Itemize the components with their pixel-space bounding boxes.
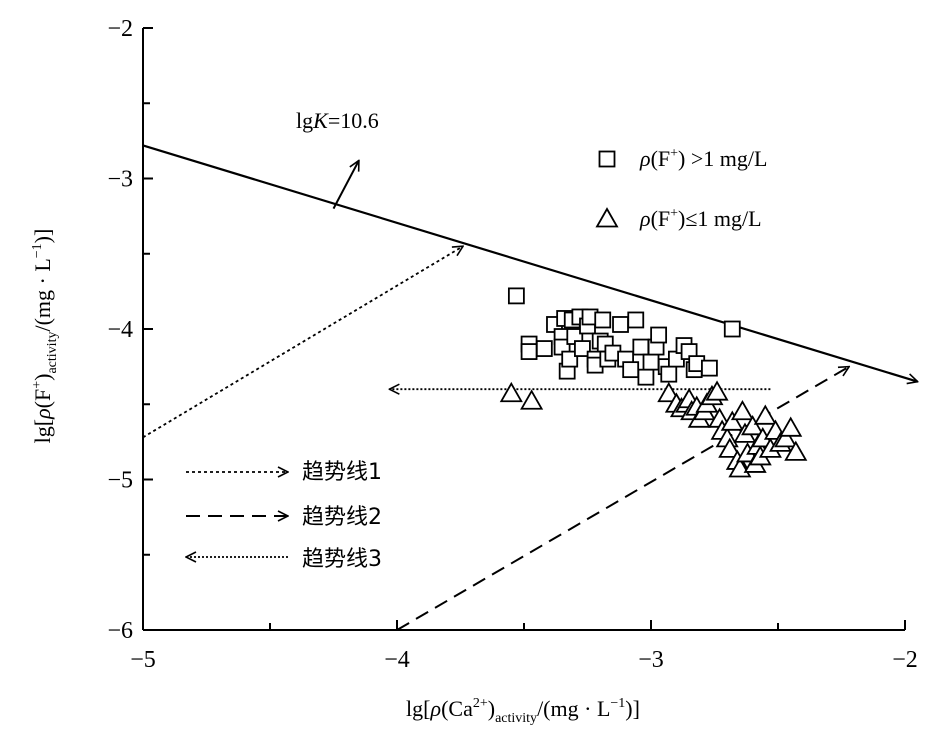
lgk-solubility-line: [142, 144, 918, 381]
y-tick-label: −4: [107, 317, 133, 343]
trend-line-1: [142, 246, 463, 439]
y-axis-label: lg[ρ(F+)activity/(mg · L−1)]: [30, 229, 60, 444]
lines-layer: [142, 144, 918, 631]
x-tick-label: −3: [638, 647, 664, 673]
data-point-triangle: [520, 389, 544, 410]
x-tick-label: −5: [130, 647, 156, 673]
data-point-square: [650, 326, 668, 344]
legend: [186, 150, 619, 558]
x-tick-label: −2: [892, 647, 918, 673]
legend-label-above: ρ(F+) >1 mg/L: [639, 146, 767, 171]
data-point-triangle: [741, 415, 765, 436]
trend-legend-label-3: 趋势线3: [302, 547, 382, 572]
y-tick-label: −2: [107, 16, 133, 42]
data-point-square: [574, 340, 591, 357]
y-tick-label: −5: [107, 468, 133, 494]
legend-triangle-marker: [595, 207, 619, 228]
x-axis-label: lg[ρ(Ca2+)activity/(mg · L−1)]: [406, 696, 640, 726]
data-point-square: [594, 311, 612, 329]
data-point-triangle: [705, 380, 729, 401]
trend-legend-label-2: 趋势线2: [302, 505, 382, 530]
legend-square-marker: [598, 150, 616, 168]
data-point-triangle: [774, 427, 798, 448]
data-point-triangle: [730, 399, 754, 421]
lgk-normal-arrow: [332, 160, 360, 210]
axes: −5 −4 −3 −2 −2 −3 −4 −5 −6: [107, 16, 917, 673]
data-point-triangle: [657, 381, 681, 403]
points-layer: [499, 287, 808, 478]
data-point-square: [637, 368, 655, 386]
data-point-square: [627, 311, 645, 329]
data-point-square: [622, 361, 640, 379]
data-point-square: [520, 343, 538, 360]
data-point-square: [612, 316, 629, 333]
data-point-triangle: [720, 410, 744, 431]
data-point-triangle: [784, 440, 808, 461]
y-tick-label: −6: [107, 618, 133, 644]
trend-legend-label-1: 趋势线1: [302, 460, 382, 485]
data-point-square: [642, 353, 660, 371]
data-point-square: [632, 338, 650, 356]
x-tick-label: −4: [384, 647, 410, 673]
data-point-square: [660, 365, 678, 383]
data-point-square: [561, 350, 579, 368]
y-tick-label: −3: [107, 167, 133, 193]
data-point-square: [723, 320, 741, 338]
trend-line-2: [396, 367, 849, 631]
data-point-triangle: [753, 404, 777, 425]
data-point-triangle: [779, 416, 803, 437]
legend-label-below: ρ(F+)≤1 mg/L: [639, 206, 762, 231]
lgk-line-label: lgK=10.6: [296, 108, 379, 133]
data-point-square: [535, 340, 553, 357]
data-point-triangle: [499, 381, 523, 403]
data-point-square: [701, 359, 718, 377]
data-point-square: [507, 287, 525, 305]
data-point-triangle: [718, 437, 742, 458]
